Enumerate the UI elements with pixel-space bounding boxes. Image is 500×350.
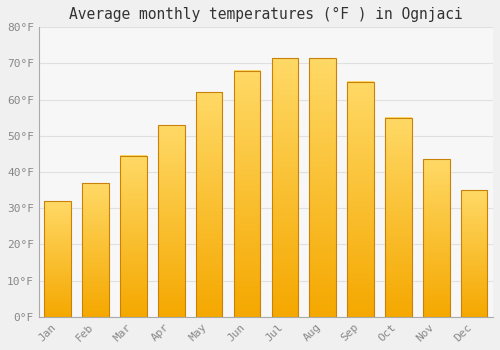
Bar [120,156,146,317]
Bar [234,71,260,317]
Title: Average monthly temperatures (°F ) in Ognjaci: Average monthly temperatures (°F ) in Og… [69,7,463,22]
Bar [348,82,374,317]
Bar [310,58,336,317]
Bar [385,118,411,317]
Bar [461,190,487,317]
Bar [423,159,450,317]
Bar [196,92,222,317]
Bar [158,125,184,317]
Bar [44,201,71,317]
Bar [272,58,298,317]
Bar [82,183,109,317]
